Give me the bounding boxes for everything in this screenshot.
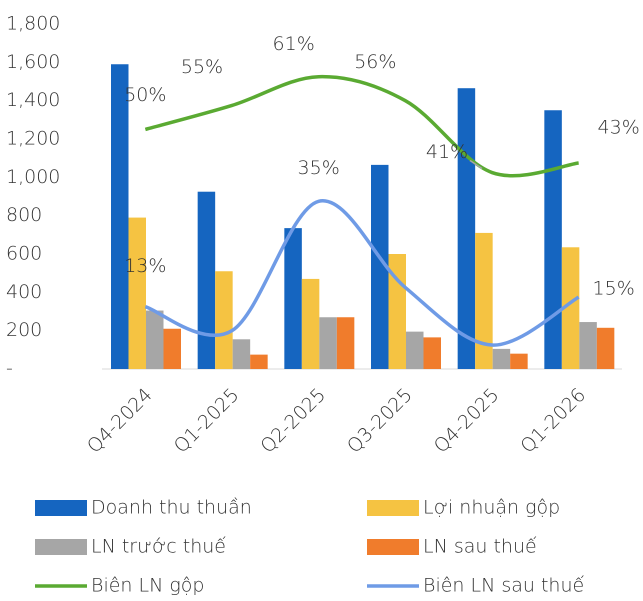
- legend-label: Biên LN gộp: [91, 575, 204, 597]
- legend-swatch: [35, 500, 87, 516]
- bar: [146, 310, 164, 369]
- data-label: 56%: [354, 51, 396, 73]
- data-label: 15%: [593, 278, 635, 300]
- legend-label: LN sau thuế: [423, 536, 537, 558]
- bar: [250, 354, 268, 369]
- bar: [197, 191, 216, 369]
- x-tick-label: Q2-2025: [256, 384, 330, 458]
- y-tick-label: 1,200: [6, 128, 60, 150]
- data-label: 43%: [598, 116, 640, 138]
- data-label: 13%: [124, 255, 166, 277]
- bar: [492, 348, 511, 369]
- x-tick-label: Q1-2025: [170, 384, 244, 458]
- y-tick-label: 200: [6, 319, 42, 341]
- bar: [544, 110, 562, 369]
- data-label: 61%: [273, 33, 315, 55]
- bar: [284, 228, 302, 369]
- data-label: 35%: [298, 157, 340, 179]
- legend-swatch: [367, 539, 419, 555]
- y-tick-label: 1,600: [6, 51, 60, 73]
- bar: [232, 339, 251, 369]
- x-tick-label: Q3-2025: [343, 384, 417, 458]
- legend-swatch: [35, 539, 87, 555]
- legend-label: Doanh thu thuần: [91, 497, 252, 519]
- line: [144, 199, 580, 347]
- bar: [561, 247, 580, 369]
- bar: [301, 278, 320, 369]
- bar: [596, 327, 615, 369]
- bar: [215, 271, 233, 369]
- y-tick-label: 1,400: [6, 89, 60, 111]
- y-tick-label: 1,000: [6, 166, 60, 188]
- legend-label: Biên LN sau thuế: [423, 575, 584, 597]
- y-tick-label: 400: [6, 281, 42, 303]
- bar: [128, 217, 146, 369]
- data-label: 50%: [124, 84, 166, 106]
- bar: [423, 337, 441, 369]
- data-label: 55%: [181, 56, 223, 78]
- bar: [457, 88, 476, 369]
- y-tick-label: 600: [6, 243, 42, 265]
- bar: [579, 322, 597, 369]
- legend-label: LN trước thuế: [91, 536, 226, 558]
- x-tick-label: Q4-2024: [83, 384, 157, 458]
- bar: [111, 64, 129, 369]
- bar: [163, 328, 181, 369]
- x-tick-label: Q4-2025: [430, 384, 504, 458]
- data-label: 41%: [426, 141, 468, 163]
- x-tick-label: Q1-2026: [516, 384, 590, 458]
- y-tick-label: 1,800: [6, 13, 60, 35]
- line: [144, 74, 579, 178]
- bar: [475, 232, 493, 369]
- bar: [336, 317, 355, 369]
- bar: [406, 331, 424, 369]
- bar: [510, 353, 528, 369]
- bar: [319, 317, 337, 369]
- leader-line: [469, 159, 483, 170]
- bar: [371, 164, 389, 369]
- y-tick-label: -: [6, 358, 13, 380]
- y-tick-label: 800: [6, 204, 42, 226]
- legend-swatch: [367, 500, 419, 516]
- legend-label: Lợi nhuận gộp: [423, 497, 560, 519]
